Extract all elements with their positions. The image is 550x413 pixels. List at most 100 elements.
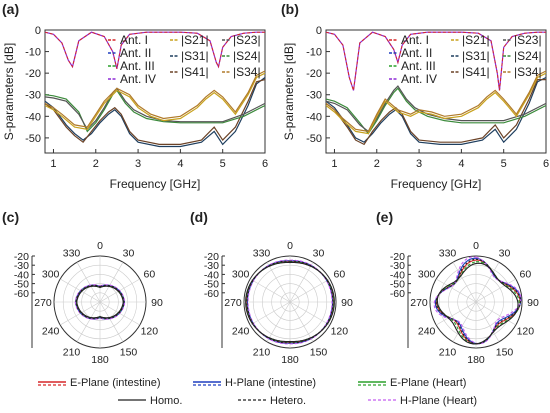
legend-entry-s21: |S21|	[462, 33, 490, 47]
legend-entry-s34: |S34|	[514, 65, 542, 79]
polar-spoke	[266, 301, 291, 342]
y-tick-label: 0	[35, 25, 41, 37]
polar-pattern-homo	[245, 261, 335, 343]
polar-spoke	[76, 301, 101, 342]
legend-entry-s41: |S41|	[181, 65, 209, 79]
polar-angle-label: 30	[313, 248, 325, 260]
polar-spoke	[475, 301, 516, 326]
legend-entry-ant4: Ant. IV	[120, 72, 156, 86]
legend-entry-ant1: Ant. I	[120, 33, 148, 47]
radial-tick-label: -40	[204, 269, 219, 281]
polar-pattern-e_heart	[436, 261, 520, 345]
legend-entry-ant4: Ant. IV	[401, 72, 437, 86]
polar-spoke	[436, 301, 477, 326]
polar-angle-label: 270	[34, 297, 52, 309]
polar-angle-label: 300	[418, 269, 436, 281]
x-tick-label: 5	[501, 158, 507, 170]
radial-tick-label: -50	[14, 279, 29, 291]
polar-spoke	[475, 301, 500, 342]
polar-angle-label: 150	[120, 346, 138, 358]
polar-pattern-h_heart	[433, 256, 522, 345]
chart-panel-a: (a) 0 -10 -20 -30 -40 -50 1 2 3 4 5 6 Frequency [GHz]…	[2, 1, 268, 191]
legend-entry-ant3: Ant. III	[120, 59, 155, 73]
polar-angle-label: 330	[63, 248, 81, 260]
polar-angle-label: 210	[439, 346, 457, 358]
x-tick-label: 3	[135, 158, 141, 170]
polar-spoke	[289, 301, 314, 342]
polar-angle-label: 90	[151, 297, 163, 309]
polar-angle-label: 120	[517, 326, 535, 338]
radial-tick-label: -20	[14, 251, 29, 263]
radial-tick-label: -30	[14, 260, 29, 272]
x-tick-label: 6	[262, 158, 268, 170]
y-axis-title: S-parameters [dB]	[282, 43, 296, 140]
panel-label-e: (e)	[376, 209, 393, 225]
polar-angle-label: 210	[253, 346, 271, 358]
polar-angle-label: 0	[97, 240, 103, 252]
polar-spoke	[289, 301, 330, 326]
series-line-ant4	[44, 31, 265, 69]
polar-pattern-homo	[436, 262, 519, 345]
series-line-ant1	[44, 31, 265, 69]
panel-label-a: (a)	[2, 1, 19, 17]
y-tick-label: -50	[25, 133, 41, 145]
y-tick-label: 0	[316, 25, 322, 37]
x-axis-title: Frequency [GHz]	[110, 177, 201, 191]
polar-angle-label: 240	[42, 326, 60, 338]
series-line-s23	[44, 87, 266, 131]
radial-tick-label: -60	[14, 288, 29, 300]
legend-entry-ant3: Ant. III	[401, 59, 436, 73]
polar-spoke	[76, 262, 101, 303]
polar-angle-label: 270	[224, 297, 242, 309]
y-tick-label: -20	[306, 68, 322, 80]
series-line-s23	[325, 85, 547, 133]
polar-spoke	[436, 278, 477, 303]
panel-label-b: (b)	[281, 1, 299, 17]
polar-pattern-homo	[246, 260, 334, 344]
polar-angle-label: 270	[410, 297, 428, 309]
radial-tick-label: -40	[14, 269, 29, 281]
polar-angle-label: 60	[144, 269, 156, 281]
legend-entry-ant2: Ant. II	[120, 46, 151, 60]
polar-angle-label: 90	[341, 297, 353, 309]
radial-tick-label: -40	[390, 269, 405, 281]
y-tick-label: -40	[25, 111, 41, 123]
radial-tick-label: -60	[204, 288, 219, 300]
x-tick-label: 1	[50, 158, 56, 170]
legend-entry-row2: Hetero.	[270, 395, 306, 407]
polar-spoke	[475, 278, 516, 303]
polar-angle-label: 240	[232, 326, 250, 338]
plot-frame-b	[325, 29, 547, 154]
legend-entry-row2: Homo.	[150, 395, 182, 407]
polar-spoke	[250, 278, 291, 303]
polar-spoke	[60, 301, 101, 326]
y-tick-label: -40	[306, 111, 322, 123]
series-line-s41	[325, 79, 546, 146]
bottom-legend: E-Plane (intestine) H-Plane (intestine) E-…	[38, 377, 477, 407]
y-tick-label: -30	[306, 90, 322, 102]
polar-angle-label: 330	[439, 248, 457, 260]
polar-angle-label: 90	[527, 297, 539, 309]
y-tick-label: -10	[306, 47, 322, 59]
polar-pattern-homo	[76, 285, 124, 319]
y-tick-label: -50	[306, 133, 322, 145]
plot-frame-a	[44, 29, 266, 154]
radial-tick-label: -20	[390, 251, 405, 263]
series-line-s24	[44, 89, 266, 133]
x-tick-label: 2	[93, 158, 99, 170]
x-axis-title: Frequency [GHz]	[391, 177, 482, 191]
series-line-s31	[44, 77, 266, 148]
x-tick-label: 6	[543, 158, 549, 170]
x-tick-label: 1	[331, 158, 337, 170]
y-tick-label: -20	[25, 68, 41, 80]
legend-entry-s34: |S34|	[233, 65, 261, 79]
polar-spoke	[452, 301, 477, 342]
polar-spoke	[266, 262, 291, 303]
x-tick-label: 2	[374, 158, 380, 170]
legend-entry-s31: |S31|	[181, 49, 209, 63]
polar-angle-label: 150	[310, 346, 328, 358]
polar-angle-label: 0	[473, 240, 479, 252]
